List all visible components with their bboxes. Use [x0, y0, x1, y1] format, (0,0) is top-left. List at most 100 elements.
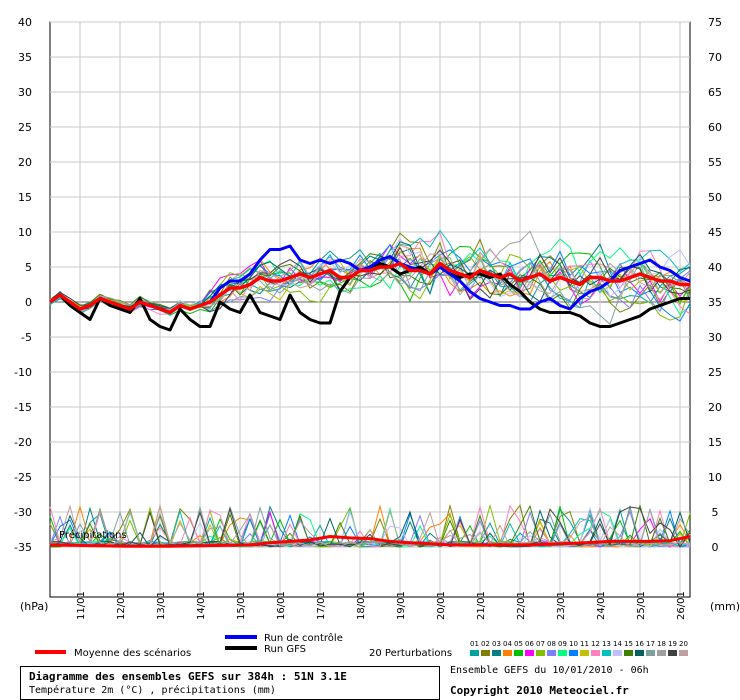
left-tick-label: 20: [18, 156, 32, 169]
right-axis-unit: (mm): [710, 600, 740, 613]
member-swatch-09: [558, 650, 567, 656]
x-tick-label: 17/01: [316, 591, 327, 620]
x-tick-label: 25/01: [636, 591, 647, 620]
member-18-precip-line: [49, 506, 691, 548]
left-tick-label: -15: [14, 401, 32, 414]
member-20-precip-line: [49, 504, 691, 549]
left-tick-label: -10: [14, 366, 32, 379]
precip-label: Précipitations: [59, 529, 127, 541]
member-number-08: 08: [547, 640, 556, 648]
x-tick-label: 20/01: [436, 591, 447, 620]
member-number-07: 07: [536, 640, 545, 648]
right-tick-label: 50: [708, 191, 722, 204]
legend-mean-label: Moyenne des scénarios: [74, 647, 191, 659]
x-tick-label: 12/01: [116, 591, 127, 620]
member-swatch-03: [492, 650, 501, 656]
right-tick-label: 60: [708, 121, 722, 134]
x-tick-label: 19/01: [396, 591, 407, 620]
left-tick-label: -20: [14, 436, 32, 449]
ensemble-mean-line: [48, 261, 690, 315]
right-tick-label: 35: [708, 296, 722, 309]
left-tick-label: 40: [18, 16, 32, 29]
copyright: Copyright 2010 Meteociel.fr: [450, 684, 629, 697]
x-tick-label: 23/01: [556, 591, 567, 620]
x-axis-ticks: 11/01 12/01 13/01 14/01 15/01 16/01 17/01 18/01…: [76, 591, 687, 620]
right-tick-label: 5: [712, 506, 719, 519]
left-tick-label: 35: [18, 51, 32, 64]
left-tick-label: 25: [18, 121, 32, 134]
member-swatch-08: [547, 650, 556, 656]
member-number-20: 20: [679, 640, 688, 648]
member-number-06: 06: [525, 640, 534, 648]
member-number-03: 03: [492, 640, 501, 648]
member-swatch-11: [580, 650, 589, 656]
member-number-01: 01: [470, 640, 479, 648]
left-tick-label: -5: [21, 331, 32, 344]
member-number-04: 04: [503, 640, 512, 648]
right-tick-label: 55: [708, 156, 722, 169]
x-tick-label: 13/01: [156, 591, 167, 620]
member-swatch-14: [613, 650, 622, 656]
left-tick-label: 0: [25, 296, 32, 309]
left-tick-label: -25: [14, 471, 32, 484]
x-tick-label: 18/01: [356, 591, 367, 620]
right-tick-label: 30: [708, 331, 722, 344]
member-number-18: 18: [657, 640, 666, 648]
right-tick-label: 45: [708, 226, 722, 239]
member-swatch-05: [514, 650, 523, 656]
right-tick-label: 70: [708, 51, 722, 64]
member-number-17: 17: [646, 640, 655, 648]
run-info: Ensemble GEFS du 10/01/2010 - 06h: [450, 665, 649, 676]
member-swatch-20: [679, 650, 688, 656]
member-number-15: 15: [624, 640, 633, 648]
right-tick-label: 25: [708, 366, 722, 379]
member-number-12: 12: [591, 640, 600, 648]
x-tick-label: 22/01: [516, 591, 527, 620]
legend-perturbations-label: 20 Perturbations: [369, 648, 452, 659]
member-number-11: 11: [580, 640, 589, 648]
right-tick-label: 0: [712, 541, 719, 554]
x-tick-label: 24/01: [596, 591, 607, 620]
member-12-precip-line: [49, 504, 691, 548]
x-tick-label: 16/01: [276, 591, 287, 620]
x-tick-label: 26/01: [676, 591, 687, 620]
member-swatch-10: [569, 650, 578, 656]
member-number-14: 14: [613, 640, 622, 648]
x-tick-label: 11/01: [76, 591, 87, 620]
member-swatch-07: [536, 650, 545, 656]
left-axis-ticks: 40 35 30 25 20 15 10 5 0 -5 -10 -15 -20 -25 -30 -35: [14, 16, 32, 554]
x-tick-label: 14/01: [196, 591, 207, 620]
left-tick-label: 15: [18, 191, 32, 204]
member-number-10: 10: [569, 640, 578, 648]
legend-control-label: Run de contrôle: [264, 632, 343, 644]
member-swatch-13: [602, 650, 611, 656]
right-tick-label: 20: [708, 401, 722, 414]
member-swatch-02: [481, 650, 490, 656]
member-swatch-17: [646, 650, 655, 656]
member-swatch-18: [657, 650, 666, 656]
chart-subtitle: Température 2m (°C) , précipitations (mm…: [29, 685, 276, 696]
member-15-temperature-line: [49, 253, 691, 310]
x-tick-label: 15/01: [236, 591, 247, 620]
member-swatch-19: [668, 650, 677, 656]
member-number-19: 19: [668, 640, 677, 648]
precip-mean-line: [49, 535, 691, 548]
member-swatch-01: [470, 650, 479, 656]
member-swatch-04: [503, 650, 512, 656]
right-tick-label: 75: [708, 16, 722, 29]
legend-gfs-label: Run GFS: [264, 644, 306, 655]
right-tick-label: 10: [708, 471, 722, 484]
chart-title: Diagramme des ensembles GEFS sur 384h : …: [29, 670, 347, 683]
member-swatch-12: [591, 650, 600, 656]
left-tick-label: 30: [18, 86, 32, 99]
member-swatch-16: [635, 650, 644, 656]
left-axis-unit: (hPa): [20, 600, 48, 613]
left-tick-label: 10: [18, 226, 32, 239]
x-tick-label: 21/01: [476, 591, 487, 620]
chart-info-box: Diagramme des ensembles GEFS sur 384h : …: [20, 666, 440, 700]
legend-member-swatches: 01 02 03 04 05 06 07 08 09 10 11 12 13 14 15 16 17 18 19 20: [470, 640, 688, 656]
member-number-13: 13: [602, 640, 611, 648]
right-tick-label: 40: [708, 261, 722, 274]
